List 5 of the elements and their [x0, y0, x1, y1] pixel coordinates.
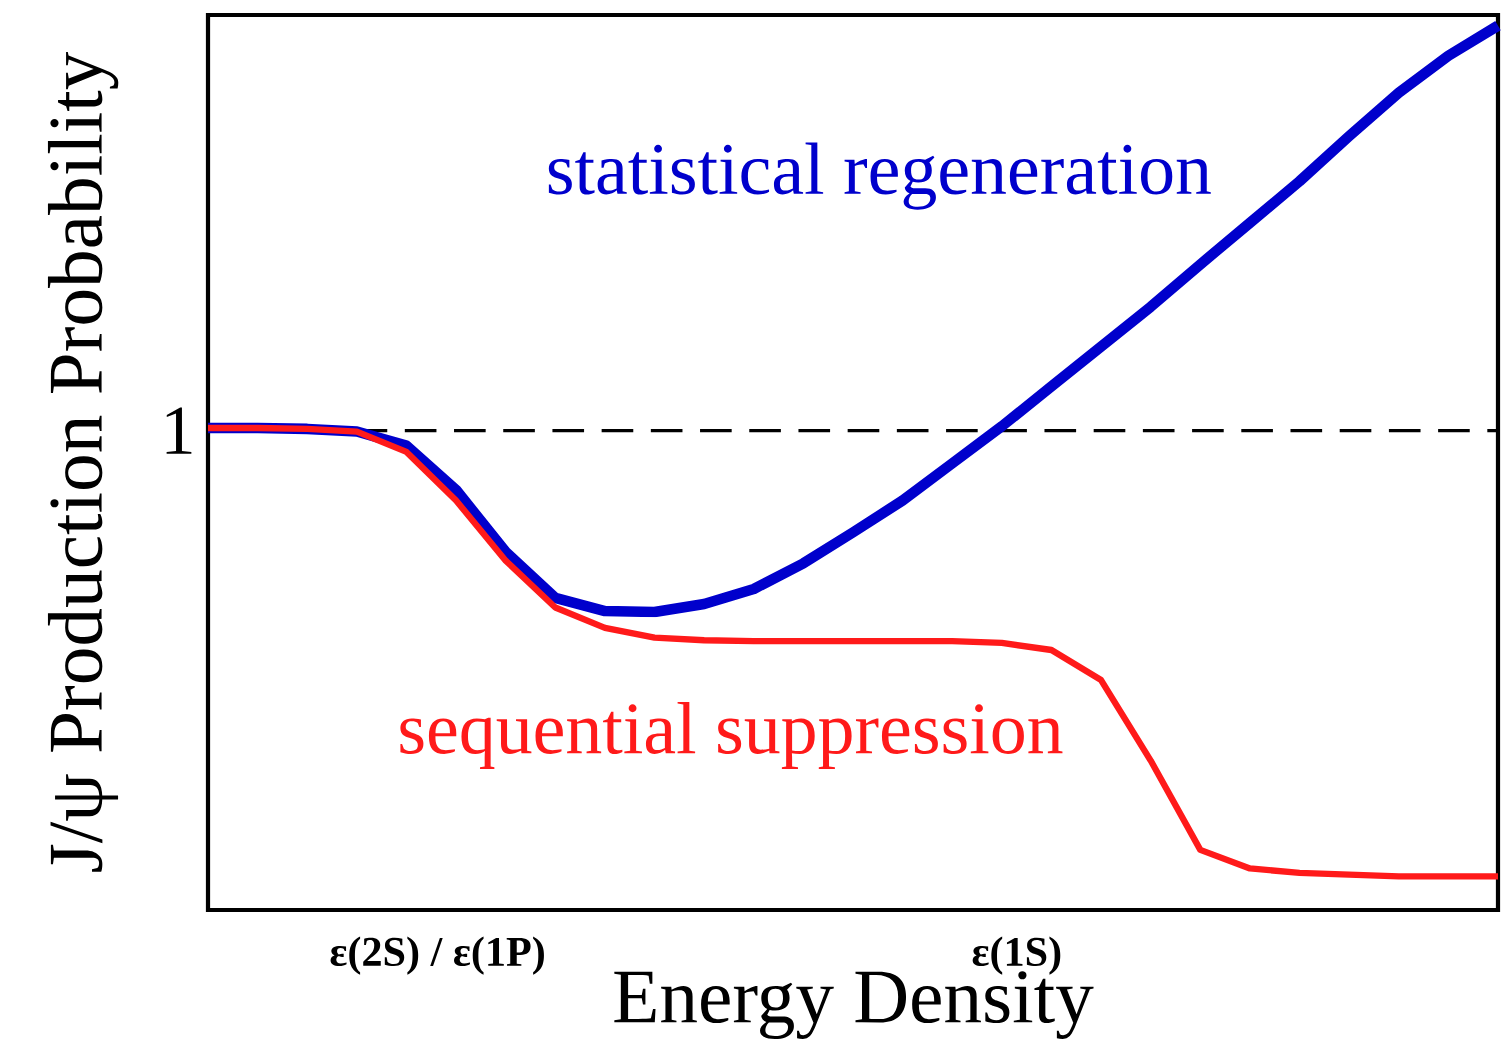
series-label: sequential suppression: [400, 702, 1063, 769]
ref-line-label: 1: [166, 407, 192, 454]
y-axis-title: J/ψ Production Probability: [47, 51, 119, 872]
text: ε(2S) / ε(1P): [330, 936, 544, 975]
series-label: statistical regeneration: [548, 142, 1211, 210]
